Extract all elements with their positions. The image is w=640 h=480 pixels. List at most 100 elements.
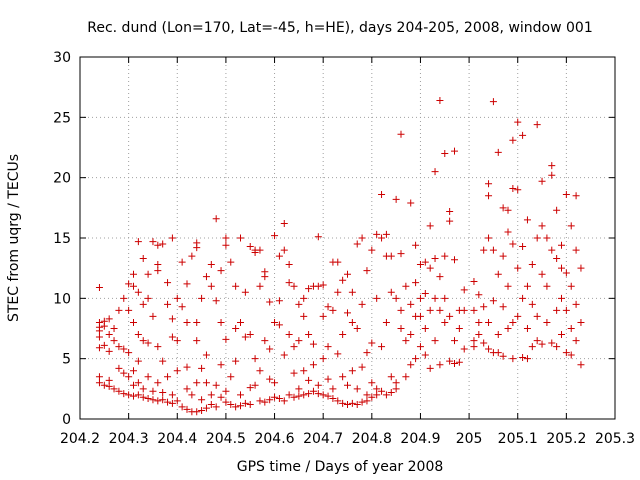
data-point xyxy=(363,267,371,275)
data-point xyxy=(519,242,527,250)
data-point xyxy=(309,387,317,395)
data-point xyxy=(426,222,434,230)
data-point xyxy=(558,331,565,339)
data-point xyxy=(120,294,128,302)
data-point xyxy=(519,294,527,302)
data-point xyxy=(183,405,191,413)
data-point xyxy=(441,252,449,260)
x-tick-label: 205.3 xyxy=(595,431,635,447)
data-point xyxy=(339,276,347,284)
data-point xyxy=(523,325,531,332)
data-point xyxy=(363,391,371,399)
data-point xyxy=(183,280,191,288)
data-point xyxy=(285,391,293,399)
data-point xyxy=(154,261,162,269)
data-point xyxy=(499,252,507,260)
data-point xyxy=(193,408,201,416)
data-point xyxy=(232,282,240,290)
data-point xyxy=(562,349,570,357)
data-point xyxy=(494,331,502,339)
data-point xyxy=(538,222,546,230)
data-point xyxy=(387,388,395,396)
y-axis-label: STEC from uqrg / TECUs xyxy=(6,154,22,322)
data-point xyxy=(562,269,570,277)
x-axis-label: GPS time / Days of year 2008 xyxy=(237,459,444,475)
data-point xyxy=(130,381,137,389)
data-point xyxy=(504,325,512,332)
data-point xyxy=(485,234,493,242)
data-point xyxy=(460,345,468,353)
data-point xyxy=(300,294,308,302)
data-point xyxy=(358,398,366,406)
data-point xyxy=(217,393,225,401)
data-point xyxy=(344,381,351,389)
data-point xyxy=(319,355,327,363)
data-point xyxy=(397,306,405,314)
data-point xyxy=(149,387,157,395)
data-point xyxy=(159,240,167,248)
data-point xyxy=(382,391,390,399)
data-point xyxy=(567,325,575,332)
data-point xyxy=(246,384,254,392)
data-point xyxy=(368,393,376,401)
data-point xyxy=(178,403,186,411)
data-point xyxy=(441,150,449,158)
data-point xyxy=(543,318,551,326)
data-point xyxy=(421,351,429,359)
data-point xyxy=(334,288,342,296)
data-point xyxy=(290,369,298,377)
data-point xyxy=(553,255,561,263)
data-point xyxy=(173,367,181,375)
data-point xyxy=(154,379,162,387)
data-point xyxy=(334,397,342,405)
data-point xyxy=(397,130,405,138)
data-point xyxy=(329,385,337,393)
data-point xyxy=(319,281,327,289)
data-point xyxy=(353,401,361,409)
data-point xyxy=(334,350,342,358)
data-point xyxy=(324,343,332,351)
data-point xyxy=(105,331,113,339)
data-point xyxy=(154,267,162,275)
data-point xyxy=(373,385,381,393)
data-point xyxy=(416,343,424,351)
data-point xyxy=(193,318,201,326)
data-point xyxy=(271,318,279,326)
data-point xyxy=(266,345,274,353)
data-point xyxy=(558,264,565,272)
data-point xyxy=(504,228,512,236)
data-point xyxy=(305,331,313,339)
data-point xyxy=(246,331,254,339)
data-point xyxy=(329,306,337,314)
data-point xyxy=(130,282,137,290)
data-point xyxy=(212,215,220,223)
data-point xyxy=(237,234,244,242)
data-point xyxy=(139,300,147,308)
data-point xyxy=(168,315,176,323)
data-point xyxy=(251,248,259,256)
data-point xyxy=(528,300,536,308)
data-point xyxy=(125,306,133,314)
x-tick-label: 204.8 xyxy=(352,431,392,447)
data-point xyxy=(431,294,439,302)
data-point xyxy=(397,325,405,332)
data-point xyxy=(348,399,356,407)
data-point xyxy=(499,303,507,311)
data-point xyxy=(562,191,570,199)
data-point xyxy=(241,333,249,341)
x-tick-label: 204.6 xyxy=(254,431,294,447)
data-point xyxy=(183,363,191,371)
data-point xyxy=(543,234,551,242)
data-point xyxy=(480,303,488,311)
data-point xyxy=(266,375,274,383)
data-point xyxy=(212,297,220,305)
data-point xyxy=(523,216,531,224)
data-point xyxy=(538,177,546,185)
data-point xyxy=(368,246,376,254)
data-point xyxy=(130,392,137,400)
data-point xyxy=(300,367,308,375)
data-point xyxy=(120,390,128,398)
data-point xyxy=(164,300,172,308)
data-point xyxy=(305,376,313,384)
data-point xyxy=(339,331,347,339)
